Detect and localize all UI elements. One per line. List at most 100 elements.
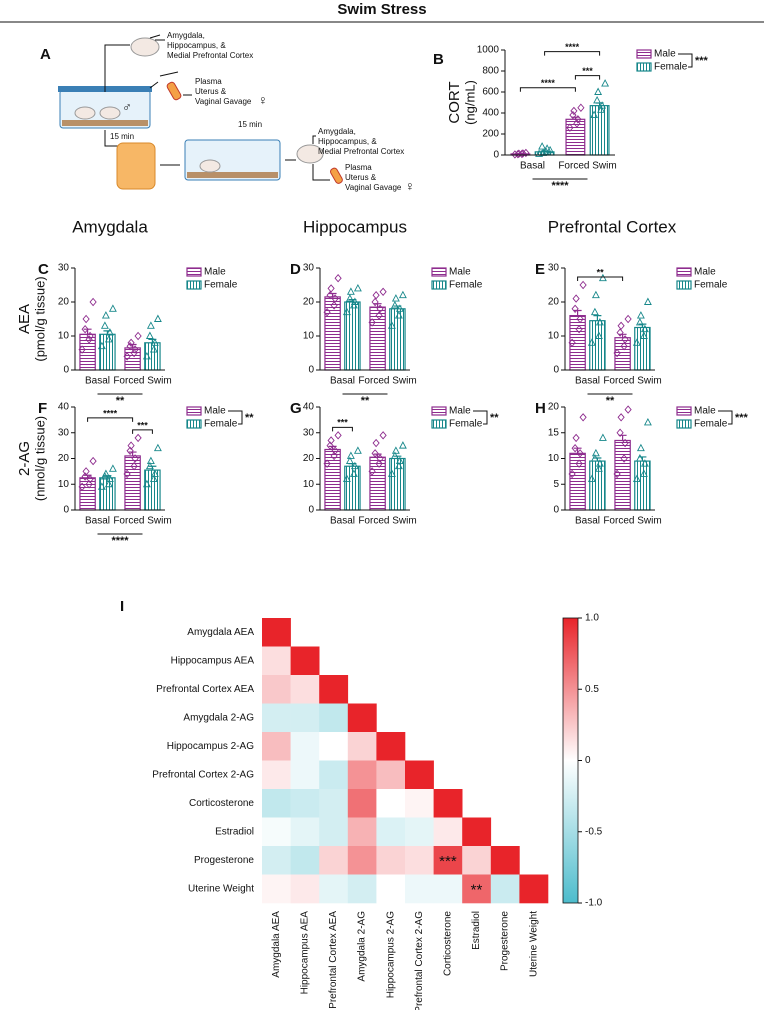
legend-swatch: [186, 280, 202, 290]
data-point: [323, 308, 331, 317]
data-point: [334, 274, 342, 283]
data-point: [640, 459, 649, 467]
sex-effect-label: ***: [735, 412, 749, 424]
data-point: [101, 311, 110, 319]
heatmap-cell: [319, 789, 349, 818]
data-point: [576, 314, 584, 324]
y-tick-label: 30: [303, 263, 315, 274]
panel-letter: D: [290, 261, 301, 278]
data-point: [643, 417, 652, 426]
data-point: [387, 321, 396, 329]
comparison-label: **: [597, 267, 605, 277]
data-point: [572, 294, 580, 303]
legend-label: Male: [204, 267, 226, 278]
heatmap-cell: [433, 789, 463, 818]
data-point: [398, 290, 407, 299]
diagram-text: Medial Prefrontal Cortex: [318, 147, 404, 156]
comparison-label: ***: [337, 418, 348, 428]
legend-label: Male: [204, 406, 226, 417]
data-point: [522, 148, 530, 158]
data-point: [590, 454, 599, 462]
bar: [144, 342, 161, 371]
data-point: [101, 469, 110, 477]
data-point: [390, 451, 399, 459]
sex-effect-bracket: [228, 410, 243, 425]
data-point: [590, 110, 599, 119]
colorbar-tick-label: 0: [585, 755, 591, 766]
heatmap-cell: [290, 846, 320, 875]
heatmap-cell: [376, 874, 406, 904]
y-tick-label: 20: [548, 297, 560, 308]
data-point: [81, 472, 89, 481]
heatmap-cell: [319, 703, 349, 733]
data-point: [395, 456, 404, 465]
heatmap-cell: [347, 760, 377, 790]
data-point: [123, 352, 131, 361]
diagram-text: Uterus &: [345, 173, 377, 182]
column-title: Prefrontal Cortex: [548, 217, 677, 236]
data-point: [123, 469, 131, 479]
error-bar: [618, 434, 627, 441]
data-point: [538, 142, 547, 150]
data-point: [108, 304, 117, 312]
data-point: [371, 297, 379, 307]
column-label: Hippocampus 2-AG: [385, 911, 396, 998]
legend-label: Male: [654, 49, 676, 60]
data-point: [130, 462, 138, 471]
data-point: [632, 338, 641, 346]
blood-tube: [330, 167, 343, 184]
heatmap-cell: [290, 760, 320, 790]
data-point: [639, 331, 648, 339]
data-point: [323, 459, 331, 468]
x-tick-label: Forced Swim: [113, 376, 171, 387]
data-point: [372, 438, 380, 448]
column-label: Estradiol: [471, 911, 482, 950]
y-tick-label: 1000: [477, 45, 500, 56]
legend-label: Female: [694, 280, 728, 291]
data-point: [624, 314, 632, 324]
data-point: [620, 342, 628, 351]
data-point: [617, 413, 625, 422]
bar-chart: D 0 10 20 30 Basal Forced Swim ** Male Female: [290, 261, 483, 407]
data-point: [575, 325, 583, 334]
legend-label: Female: [449, 419, 483, 430]
comparison-bracket: [544, 51, 601, 56]
data-point: [326, 291, 334, 300]
data-point: [327, 436, 335, 445]
data-point: [368, 467, 376, 476]
y-tick-label: 20: [303, 297, 315, 308]
row-label: Prefrontal Cortex AEA: [156, 684, 254, 695]
data-point: [515, 149, 523, 158]
diagram-text: 15 min: [110, 132, 134, 141]
colorbar-tick-label: 0.5: [585, 684, 599, 695]
y-tick-label: 0: [63, 505, 69, 516]
data-point: [85, 480, 93, 489]
data-point: [86, 331, 94, 341]
main-effect-label: **: [606, 395, 615, 407]
diagram-text: Hippocampus, &: [167, 41, 226, 50]
heatmap-cell: [262, 675, 291, 704]
data-point: [568, 338, 576, 347]
data-point: [353, 446, 362, 454]
data-point: [330, 301, 338, 310]
colorbar-tick-label: -0.5: [585, 826, 603, 837]
data-point: [349, 469, 358, 477]
diagram-text: Amygdala,: [318, 127, 356, 136]
heatmap-cell: [290, 646, 320, 676]
data-point: [391, 446, 400, 454]
figure-title: Swim Stress: [337, 1, 426, 18]
heatmap-cell: [347, 789, 377, 818]
data-point: [342, 474, 351, 483]
heatmap-cell: [319, 874, 349, 904]
data-point: [326, 441, 334, 450]
legend-swatch: [636, 62, 652, 72]
heatmap-cell: [376, 846, 406, 875]
legend-label: Female: [654, 62, 688, 73]
data-point: [375, 459, 383, 468]
data-point: [543, 144, 552, 152]
error-bar: [593, 315, 602, 321]
data-point: [511, 150, 519, 159]
y-tick-label: 0: [308, 505, 314, 516]
data-point: [150, 338, 159, 346]
data-point: [621, 438, 629, 448]
